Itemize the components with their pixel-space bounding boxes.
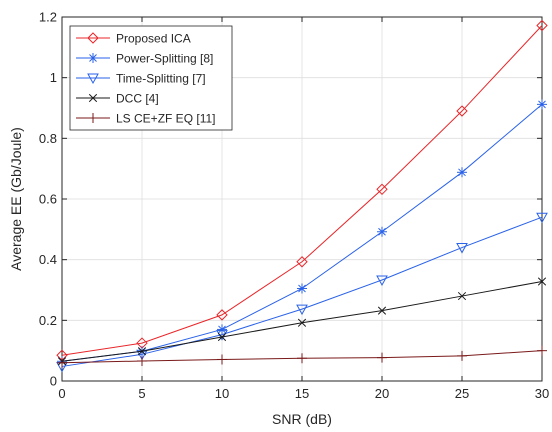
data-point bbox=[377, 352, 387, 363]
data-point bbox=[217, 332, 227, 342]
data-point bbox=[377, 306, 387, 315]
legend-label: Time-Splitting [7] bbox=[116, 72, 206, 86]
legend-box bbox=[69, 25, 233, 131]
x-axis-label: SNR (dB) bbox=[272, 411, 332, 427]
x-tick-label: 10 bbox=[215, 386, 229, 401]
legend-marker bbox=[88, 113, 98, 123]
data-point bbox=[297, 318, 307, 327]
data-point bbox=[296, 304, 308, 316]
legend-label: Power-Splitting [8] bbox=[116, 52, 213, 66]
data-point bbox=[137, 347, 147, 356]
data-point bbox=[137, 355, 147, 366]
series-2 bbox=[56, 212, 548, 373]
data-point bbox=[537, 277, 547, 286]
y-tick-label: 0.6 bbox=[39, 192, 57, 207]
y-tick-label: 1.2 bbox=[39, 10, 57, 25]
data-point bbox=[536, 19, 548, 32]
data-point bbox=[537, 345, 547, 356]
series-4 bbox=[57, 345, 547, 368]
data-point bbox=[457, 350, 467, 361]
data-point bbox=[297, 353, 307, 364]
data-point bbox=[377, 226, 387, 237]
data-point bbox=[296, 256, 308, 268]
data-point bbox=[536, 212, 548, 224]
x-tick-label: 25 bbox=[455, 386, 469, 401]
x-tick-label: 5 bbox=[138, 386, 145, 401]
series-3 bbox=[57, 277, 547, 366]
legend-label: DCC [4] bbox=[116, 92, 159, 106]
legend-label: LS CE+ZF EQ [11] bbox=[116, 112, 215, 126]
data-point bbox=[456, 105, 468, 117]
legend: Proposed ICA Power-Splitting [8] Time-Spli… bbox=[69, 25, 233, 131]
data-point bbox=[456, 243, 468, 254]
data-point bbox=[216, 309, 228, 321]
y-tick-label: 0.8 bbox=[39, 131, 57, 146]
data-point bbox=[376, 275, 388, 287]
y-tick-label: 1 bbox=[50, 70, 57, 85]
data-point bbox=[57, 357, 67, 368]
x-tick-label: 0 bbox=[58, 386, 65, 401]
data-point bbox=[376, 183, 388, 196]
legend-label: Proposed ICA bbox=[116, 32, 191, 46]
x-tick-label: 20 bbox=[375, 386, 389, 401]
data-point bbox=[217, 354, 227, 365]
x-tick-label: 30 bbox=[535, 386, 549, 401]
data-point bbox=[457, 167, 467, 178]
data-point bbox=[457, 291, 467, 301]
data-point bbox=[136, 349, 148, 361]
y-tick-label: 0.2 bbox=[39, 313, 57, 328]
legend-marker bbox=[87, 32, 99, 44]
series-line bbox=[61, 25, 543, 356]
series-line bbox=[61, 216, 543, 367]
legend-marker bbox=[87, 73, 99, 85]
data-point bbox=[297, 283, 307, 294]
data-point bbox=[217, 324, 227, 335]
grid bbox=[62, 17, 542, 381]
y-tick-label: 0 bbox=[50, 374, 57, 389]
y-tick-label: 0.4 bbox=[39, 252, 57, 267]
data-point bbox=[537, 99, 547, 110]
legend-marker bbox=[88, 93, 98, 103]
legend-marker bbox=[88, 53, 98, 63]
y-axis-label: Average EE (Gb/Joule) bbox=[8, 127, 24, 271]
x-tick-label: 15 bbox=[295, 386, 309, 401]
ticks: 0 5 10 15 20 25 30 0 0.2 0.4 0.6 0.8 1 1.2 bbox=[39, 10, 549, 402]
